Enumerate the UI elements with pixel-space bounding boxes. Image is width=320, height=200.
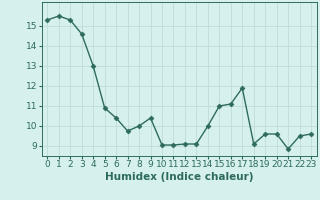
X-axis label: Humidex (Indice chaleur): Humidex (Indice chaleur) xyxy=(105,172,253,182)
